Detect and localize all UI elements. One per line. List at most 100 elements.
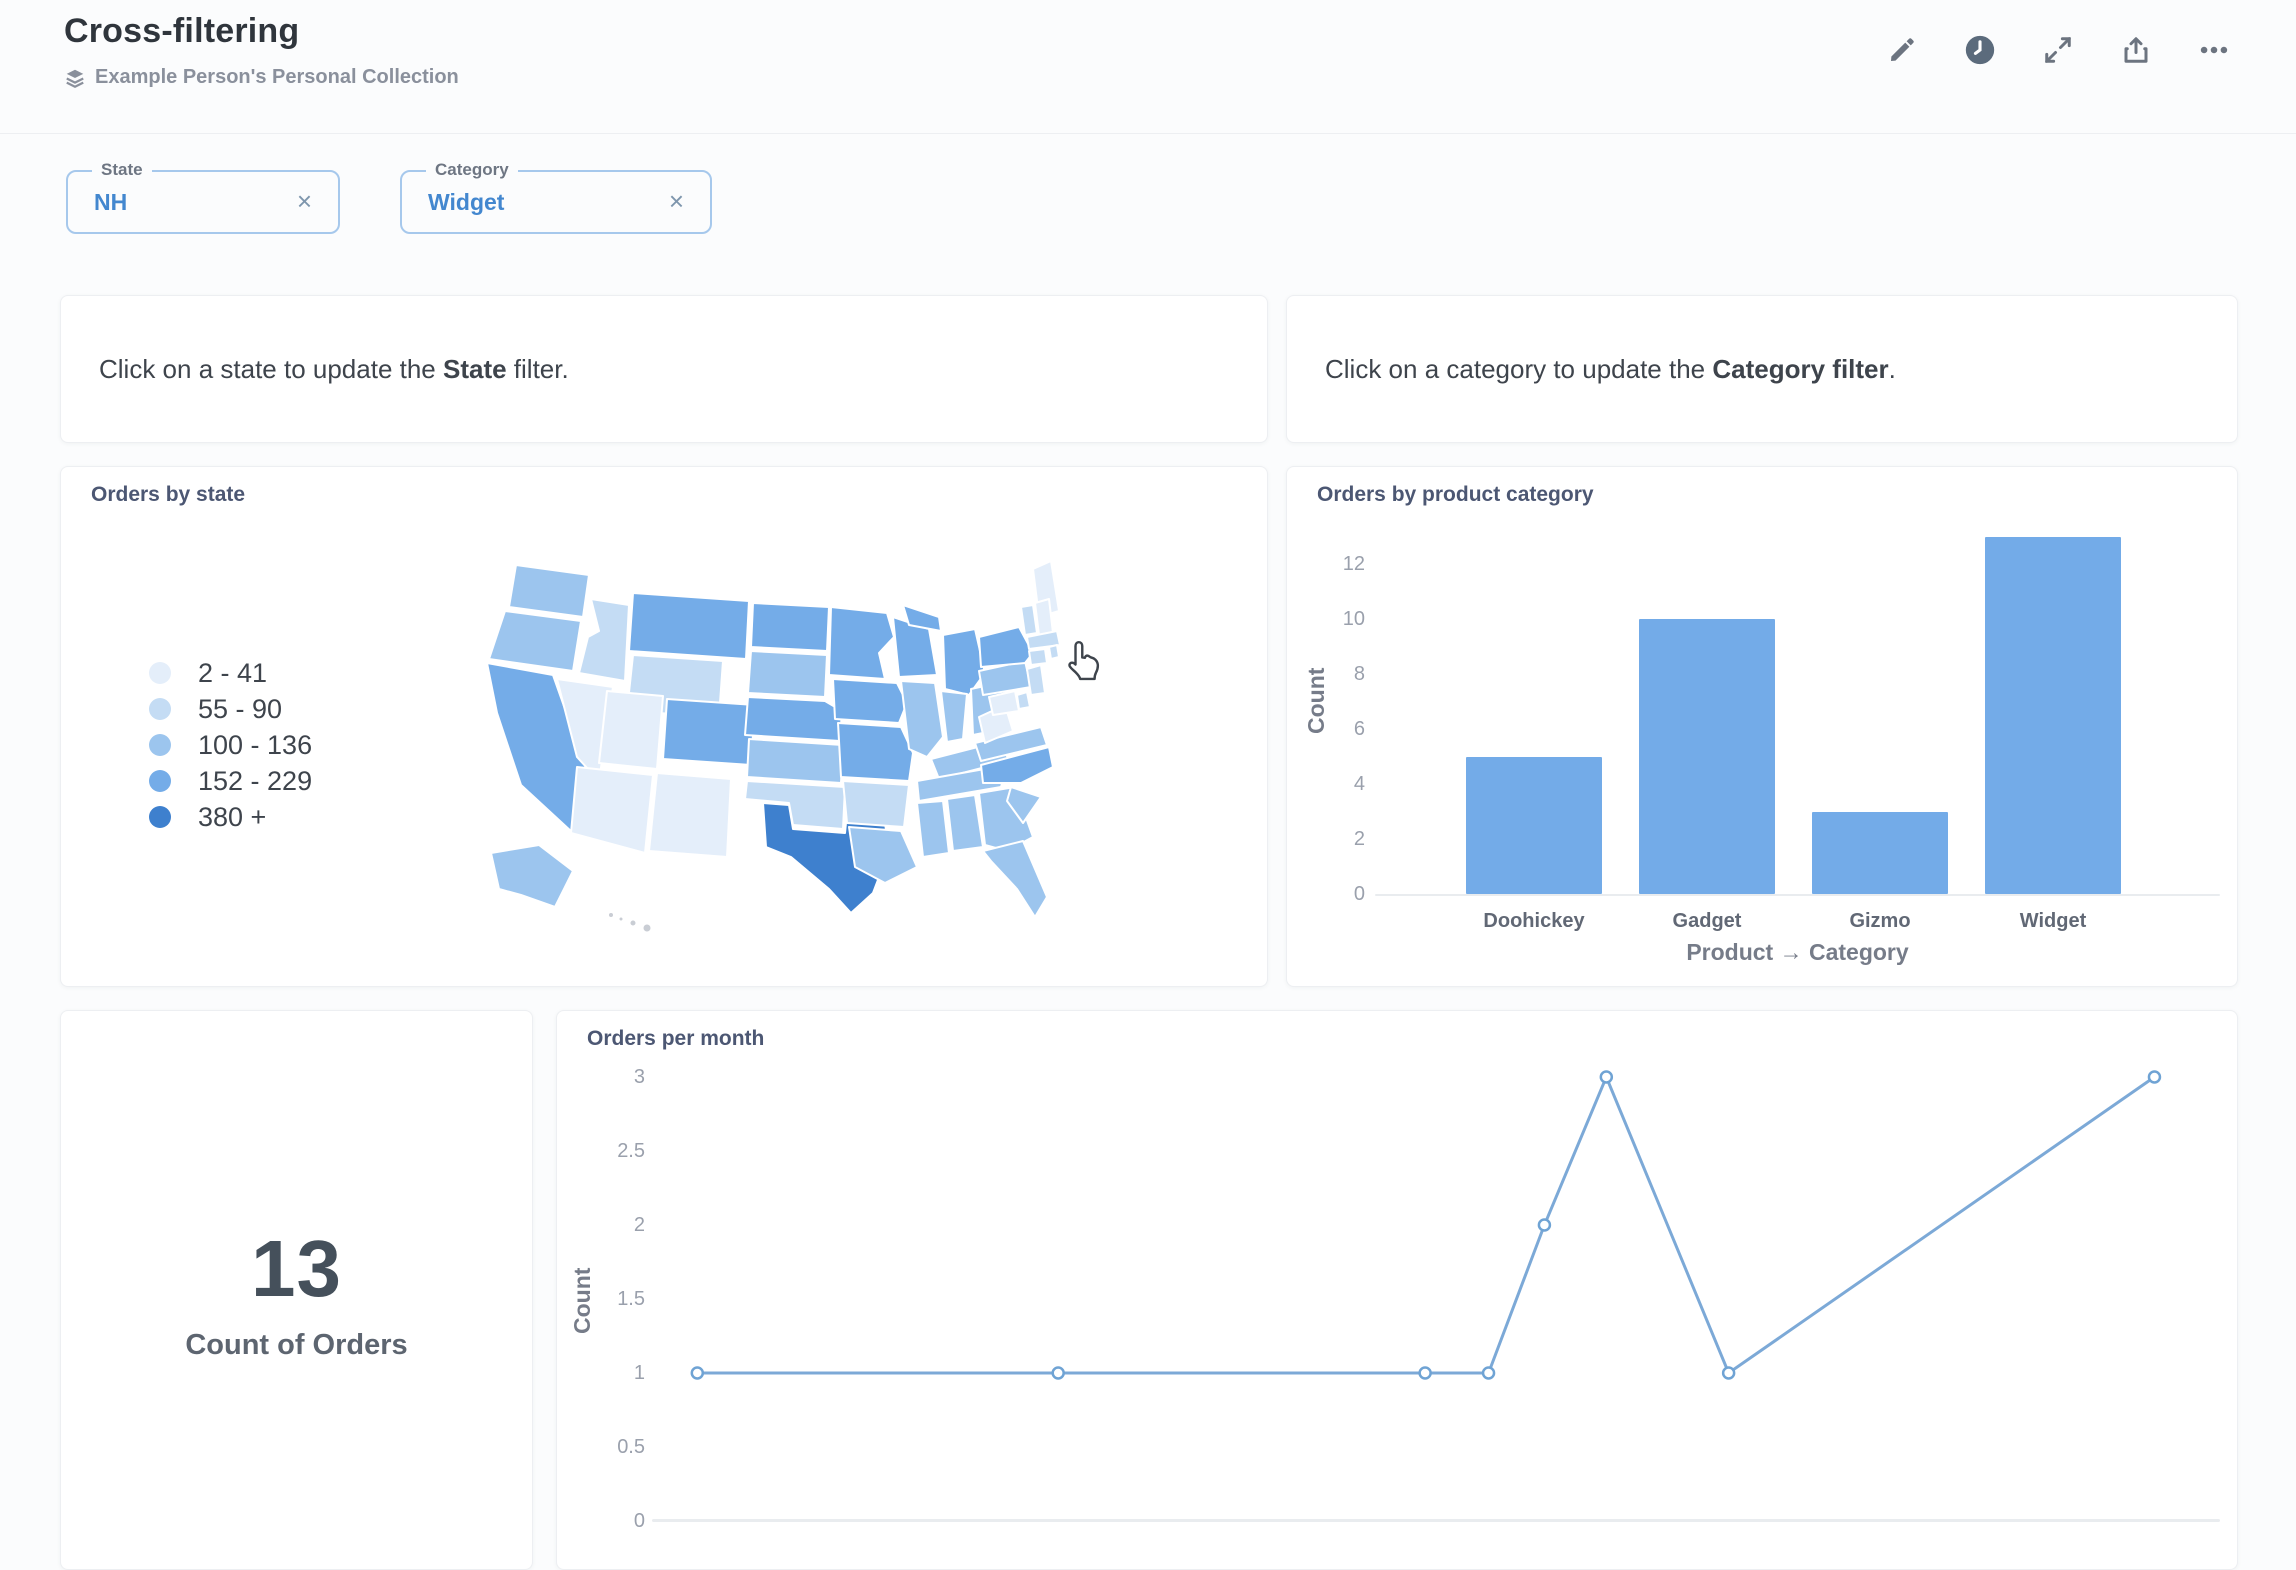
more-ellipsis-icon[interactable] <box>2194 30 2234 70</box>
header-actions <box>1882 30 2234 70</box>
map-state-nh[interactable] <box>1034 598 1054 636</box>
filter-state-label: State <box>92 160 152 180</box>
map-state-id[interactable] <box>578 598 630 682</box>
bar-y-tick: 4 <box>1353 773 1365 795</box>
fullscreen-expand-icon[interactable] <box>2038 30 2078 70</box>
map-state-ne[interactable] <box>744 696 843 742</box>
bar-y-tick: 10 <box>1342 608 1365 630</box>
map-state-fl[interactable] <box>982 840 1048 918</box>
map-state-ok[interactable] <box>744 780 846 830</box>
map-state-in[interactable] <box>940 690 968 743</box>
line-path <box>697 1073 2156 1376</box>
legend-color-dot <box>149 806 171 828</box>
map-state-ia[interactable] <box>832 678 908 724</box>
line-series[interactable] <box>557 1011 2239 1556</box>
bar-category-label: Gadget <box>1672 910 1742 932</box>
text-card-state-body: Click on a state to update the State fil… <box>99 353 569 384</box>
map-state-ms[interactable] <box>916 800 950 858</box>
line-chart-plot: 0 0.5 1 1.5 2 2.5 3 <box>557 1011 2237 1569</box>
map-state-al[interactable] <box>946 794 984 852</box>
map-state-hi[interactable] <box>628 918 638 928</box>
map-state-sc[interactable] <box>1006 786 1042 824</box>
map-state-co[interactable] <box>662 698 756 766</box>
bar-y-tick: 6 <box>1353 718 1365 740</box>
map-state-hi[interactable] <box>617 915 625 923</box>
map-legend-item: 152 - 229 <box>149 763 312 799</box>
breadcrumb[interactable]: Example Person's Personal Collection <box>64 66 459 89</box>
line-y-tick: 0 <box>633 1510 645 1532</box>
edit-pencil-icon[interactable] <box>1882 30 1922 70</box>
map-state-nc[interactable] <box>980 746 1054 784</box>
filter-chip-category[interactable]: Category Widget × <box>400 160 712 234</box>
map-state-ma[interactable] <box>1026 630 1061 650</box>
line-data-point[interactable] <box>1418 1366 1432 1380</box>
map-card: Orders by state 2 - 41 55 - 90 100 - 136 15… <box>60 466 1268 987</box>
map-state-ak[interactable] <box>490 844 574 908</box>
us-choropleth-map[interactable] <box>461 543 1061 943</box>
map-legend-item: 2 - 41 <box>149 655 312 691</box>
line-data-point[interactable] <box>690 1366 705 1380</box>
map-state-ct[interactable] <box>1028 648 1048 666</box>
filter-category-clear-icon[interactable]: × <box>668 186 684 216</box>
map-state-va[interactable] <box>974 726 1048 762</box>
map-state-la[interactable] <box>848 826 918 884</box>
map-state-mt[interactable] <box>628 592 750 660</box>
line-data-point[interactable] <box>1537 1218 1552 1232</box>
line-data-point[interactable] <box>2147 1070 2162 1084</box>
bar-widget[interactable] <box>1985 536 2121 894</box>
line-data-point[interactable] <box>1051 1366 1065 1380</box>
map-state-mi[interactable] <box>902 604 942 632</box>
bar-chart-plot: 0 2 4 6 8 10 12 Doohickey Gadget Gizmo Widget <box>1287 467 2237 986</box>
bar-gadget[interactable] <box>1639 619 1775 894</box>
map-state-sd[interactable] <box>747 650 828 698</box>
line-data-point[interactable] <box>1599 1070 1614 1084</box>
map-state-az[interactable] <box>570 766 654 854</box>
map-state-hi[interactable] <box>607 911 615 919</box>
map-state-nm[interactable] <box>648 772 732 858</box>
line-data-point[interactable] <box>1481 1366 1496 1380</box>
legend-color-dot <box>149 698 171 720</box>
line-y-tick: 0.5 <box>617 1436 645 1458</box>
bar-chart-card: Orders by product category Count 0 2 4 6 8 10… <box>1286 466 2238 987</box>
map-state-mi[interactable] <box>942 628 986 696</box>
history-clock-icon[interactable] <box>1960 30 2000 70</box>
bar-y-tick: 2 <box>1353 828 1365 850</box>
map-state-vt[interactable] <box>1020 604 1038 636</box>
bar-category-label: Widget <box>2019 910 2087 932</box>
map-state-wa[interactable] <box>508 564 590 618</box>
map-state-mo[interactable] <box>837 722 914 782</box>
filter-state-value[interactable]: NH <box>94 189 128 215</box>
map-state-ks[interactable] <box>746 738 844 784</box>
bar-y-tick: 8 <box>1353 663 1365 685</box>
map-state-il[interactable] <box>900 680 944 758</box>
map-card-title: Orders by state <box>91 483 246 506</box>
legend-label: 152 - 229 <box>198 765 313 796</box>
line-y-tick: 3 <box>633 1066 645 1088</box>
bar-y-tick: 0 <box>1353 883 1365 905</box>
line-data-point[interactable] <box>1721 1366 1736 1380</box>
map-legend: 2 - 41 55 - 90 100 - 136 152 - 229 380 + <box>149 655 312 835</box>
text-card-category: Click on a category to update the Catego… <box>1286 295 2238 443</box>
filter-state-clear-icon[interactable]: × <box>296 186 312 216</box>
map-legend-item: 380 + <box>149 799 312 835</box>
map-state-or[interactable] <box>488 610 582 672</box>
filter-category-value[interactable]: Widget <box>428 189 505 215</box>
bar-x-axis-line <box>1375 894 2220 896</box>
map-state-ut[interactable] <box>598 690 664 770</box>
filter-chip-state[interactable]: State NH × <box>66 160 340 234</box>
map-state-mn[interactable] <box>828 606 895 680</box>
share-export-icon[interactable] <box>2116 30 2156 70</box>
map-state-md[interactable] <box>988 690 1020 716</box>
legend-color-dot <box>149 734 171 756</box>
legend-label: 380 + <box>198 801 267 832</box>
bar-y-tick: 12 <box>1342 553 1365 575</box>
bar-gizmo[interactable] <box>1812 811 1948 894</box>
line-y-tick: 2 <box>633 1214 645 1236</box>
scalar-card: 13 Count of Orders <box>60 1010 533 1570</box>
bar-doohickey[interactable] <box>1466 756 1602 894</box>
map-state-nj[interactable] <box>1026 664 1046 696</box>
map-state-ar[interactable] <box>842 780 910 828</box>
map-state-ri[interactable] <box>1048 644 1060 660</box>
map-state-hi[interactable] <box>641 922 653 934</box>
map-state-nd[interactable] <box>750 602 830 652</box>
